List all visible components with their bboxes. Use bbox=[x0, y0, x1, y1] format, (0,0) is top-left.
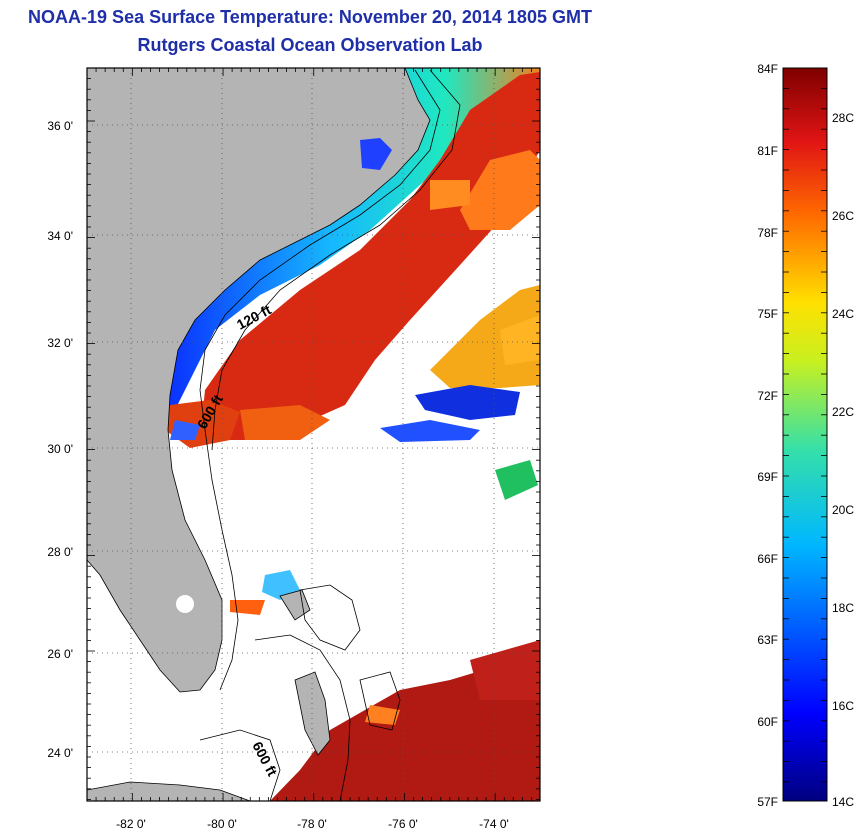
tick-marks bbox=[86, 67, 540, 801]
celsius-label: 18C bbox=[832, 601, 854, 615]
celsius-label: 22C bbox=[832, 405, 854, 419]
lat-label: 28 0' bbox=[47, 545, 73, 559]
graticule bbox=[87, 68, 540, 801]
fahrenheit-label: 72F bbox=[757, 389, 778, 403]
lat-label: 32 0' bbox=[47, 336, 73, 350]
color-legend: 84F 81F 78F 75F 72F 69F 66F 63F 60F 57F … bbox=[757, 62, 854, 809]
fahrenheit-label: 63F bbox=[757, 633, 778, 647]
latitude-labels: 36 0' 34 0' 32 0' 30 0' 28 0' 26 0' 24 0… bbox=[47, 119, 73, 760]
lat-label: 36 0' bbox=[47, 119, 73, 133]
celsius-label: 28C bbox=[832, 111, 854, 125]
fahrenheit-label: 57F bbox=[757, 795, 778, 809]
celsius-label: 24C bbox=[832, 307, 854, 321]
lon-label: -80 0' bbox=[207, 817, 237, 831]
land bbox=[87, 68, 431, 801]
lake-okeechobee bbox=[176, 595, 194, 613]
celsius-label: 14C bbox=[832, 795, 854, 809]
fahrenheit-label: 66F bbox=[757, 552, 778, 566]
lon-label: -76 0' bbox=[388, 817, 418, 831]
lat-label: 26 0' bbox=[47, 647, 73, 661]
celsius-label: 16C bbox=[832, 699, 854, 713]
fahrenheit-label: 84F bbox=[757, 62, 778, 76]
color-scale-ticks bbox=[783, 67, 827, 783]
fahrenheit-label: 75F bbox=[757, 307, 778, 321]
fahrenheit-label: 81F bbox=[757, 144, 778, 158]
lon-label: -78 0' bbox=[297, 817, 327, 831]
map-subtitle: Rutgers Coastal Ocean Observation Lab bbox=[137, 35, 483, 55]
fahrenheit-label: 78F bbox=[757, 226, 778, 240]
color-scale-bar bbox=[782, 67, 828, 802]
sst-field bbox=[160, 68, 540, 801]
longitude-labels: -82 0' -80 0' -78 0' -76 0' -74 0' bbox=[116, 817, 509, 831]
fahrenheit-label: 69F bbox=[757, 470, 778, 484]
map-panel bbox=[87, 68, 540, 801]
celsius-label: 26C bbox=[832, 209, 854, 223]
lat-label: 30 0' bbox=[47, 442, 73, 456]
map-title: NOAA-19 Sea Surface Temperature: Novembe… bbox=[28, 7, 592, 27]
fahrenheit-label: 60F bbox=[757, 715, 778, 729]
lat-label: 34 0' bbox=[47, 229, 73, 243]
depth-contours bbox=[199, 69, 461, 801]
lon-label: -82 0' bbox=[116, 817, 146, 831]
lat-label: 24 0' bbox=[47, 746, 73, 760]
lon-label: -74 0' bbox=[479, 817, 509, 831]
celsius-label: 20C bbox=[832, 503, 854, 517]
